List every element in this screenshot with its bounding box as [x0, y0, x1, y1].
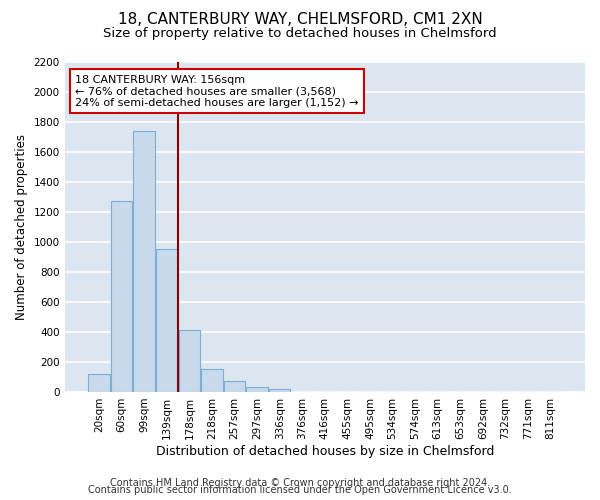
Text: 18 CANTERBURY WAY: 156sqm
← 76% of detached houses are smaller (3,568)
24% of se: 18 CANTERBURY WAY: 156sqm ← 76% of detac… [75, 74, 359, 108]
Bar [88, 374, 110, 392]
Y-axis label: Number of detached properties: Number of detached properties [15, 134, 28, 320]
Bar [247, 386, 268, 392]
Bar [269, 389, 290, 392]
Bar [133, 132, 155, 392]
X-axis label: Distribution of detached houses by size in Chelmsford: Distribution of detached houses by size … [155, 444, 494, 458]
Text: Size of property relative to detached houses in Chelmsford: Size of property relative to detached ho… [103, 28, 497, 40]
Bar [201, 370, 223, 392]
Bar [224, 380, 245, 392]
Text: 18, CANTERBURY WAY, CHELMSFORD, CM1 2XN: 18, CANTERBURY WAY, CHELMSFORD, CM1 2XN [118, 12, 482, 28]
Bar [111, 201, 133, 392]
Text: Contains HM Land Registry data © Crown copyright and database right 2024.: Contains HM Land Registry data © Crown c… [110, 478, 490, 488]
Text: Contains public sector information licensed under the Open Government Licence v3: Contains public sector information licen… [88, 485, 512, 495]
Bar [156, 250, 178, 392]
Bar [179, 330, 200, 392]
